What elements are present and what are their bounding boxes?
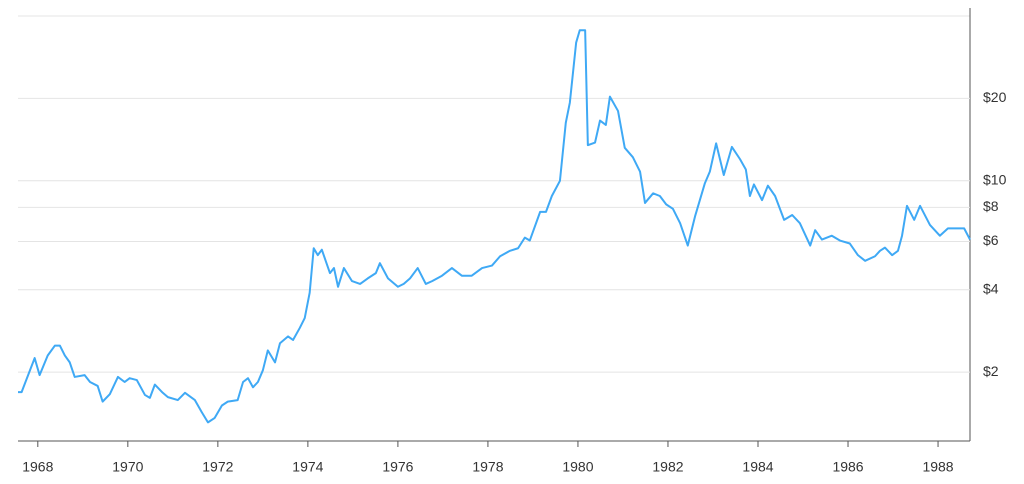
x-tick-label: 1980 — [562, 459, 593, 475]
y-tick-label: $10 — [983, 172, 1007, 188]
y-tick-label: $4 — [983, 280, 999, 296]
y-tick-label: $20 — [983, 89, 1007, 105]
y-tick-label: $8 — [983, 198, 999, 214]
line — [18, 29, 971, 424]
x-tick-label: 1978 — [472, 459, 503, 475]
x-tick-label: 1968 — [22, 459, 53, 475]
x-tick-label: 1970 — [112, 459, 143, 475]
x-tick-label: 1974 — [292, 459, 323, 475]
y-tick-label: $2 — [983, 363, 999, 379]
x-tick-label: 1988 — [922, 459, 953, 475]
x-tick-label: 1984 — [742, 459, 773, 475]
x-tick-label: 1982 — [652, 459, 683, 475]
x-tick-label: 1986 — [832, 459, 863, 475]
x-tick-label: 1976 — [382, 459, 413, 475]
y-tick-label: $6 — [983, 232, 999, 248]
x-tick-label: 1972 — [202, 459, 233, 475]
